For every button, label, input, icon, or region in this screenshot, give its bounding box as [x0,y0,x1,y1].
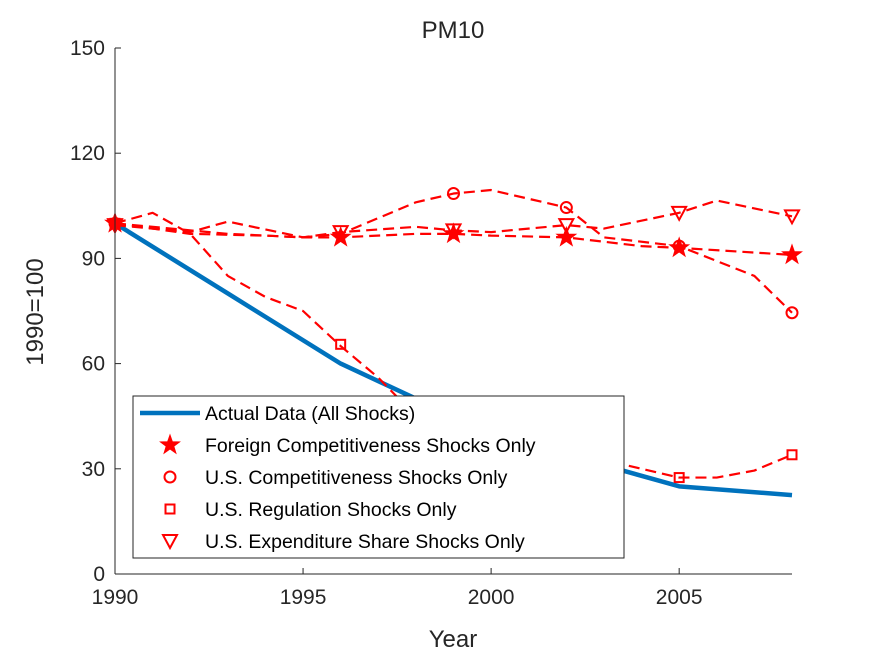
x-axis-label: Year [429,626,478,653]
y-tick-label: 120 [70,142,105,165]
data-point-marker [672,239,686,253]
legend: Actual Data (All Shocks) Foreign Competit… [132,395,625,559]
x-tick-label: 2000 [468,586,515,609]
y-tick-label: 30 [82,458,105,481]
series-line [114,199,793,239]
series-4 [106,199,801,242]
y-tick-label: 90 [82,247,105,270]
legend-swatch-marker [163,470,177,484]
x-tick-label: 1995 [280,586,327,609]
data-point-marker [447,187,460,201]
x-tick-label: 2005 [656,586,703,609]
legend-item: U.S. Expenditure Share Shocks Only [161,531,525,553]
data-point-marker [781,243,803,265]
legend-label: U.S. Competitiveness Shocks Only [205,467,508,489]
y-tick-label: 0 [93,563,105,586]
data-point-marker [673,472,685,484]
y-ticks: 0 30 60 90 120 150 [70,37,121,586]
data-point-marker [331,225,350,242]
data-point-marker [329,225,352,247]
legend-swatch-marker [159,433,181,455]
data-point-marker [670,205,688,222]
legend-label: Foreign Competitiveness Shocks Only [205,435,536,457]
y-tick-label: 150 [70,37,105,60]
series-line [114,188,793,314]
legend-swatch-marker [164,503,176,515]
data-point-marker [557,218,576,235]
data-point-marker [444,223,463,240]
plot-lines [104,187,803,498]
data-point-marker [785,306,799,320]
data-point-marker [786,449,798,461]
legend-item: Foreign Competitiveness Shocks Only [159,433,536,457]
data-point-marker [335,338,347,350]
legend-label: U.S. Regulation Shocks Only [205,499,457,521]
legend-label: U.S. Expenditure Share Shocks Only [205,531,525,553]
legend-swatch-marker [161,534,179,551]
x-tick-label: 1990 [92,586,139,609]
x-ticks: 1990 1995 2000 2005 [92,568,703,609]
data-point-marker [559,201,573,215]
legend-box [132,395,625,559]
legend-item: Actual Data (All Shocks) [140,403,415,425]
legend-item: U.S. Regulation Shocks Only [164,499,457,521]
chart-title: PM10 [422,17,485,44]
y-tick-label: 60 [82,353,105,376]
y-axis-label: 1990=100 [22,258,49,365]
data-point-marker [783,209,801,226]
legend-item: U.S. Competitiveness Shocks Only [163,467,508,489]
data-point-marker [555,225,578,247]
legend-label: Actual Data (All Shocks) [205,403,415,425]
